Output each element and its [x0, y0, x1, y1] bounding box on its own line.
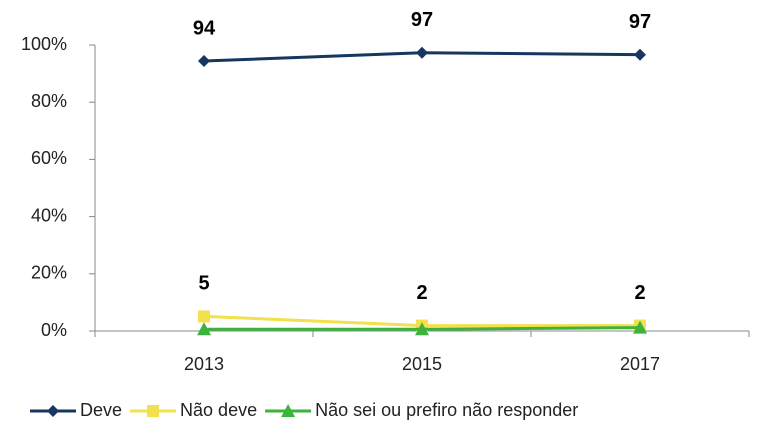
point — [634, 48, 646, 61]
value-label: 97 — [629, 11, 651, 33]
x-tick-label: 2013 — [184, 354, 224, 374]
value-label: 94 — [193, 17, 216, 39]
value-label: 5 — [198, 273, 209, 295]
x-tick-label: 2017 — [620, 354, 660, 374]
legend-label: Não sei ou prefiro não responder — [315, 400, 578, 420]
legend-marker — [281, 404, 296, 417]
legend-label: Não deve — [180, 400, 257, 420]
point — [198, 310, 210, 323]
x-tick-label: 2015 — [402, 354, 442, 374]
y-tick-label: 40% — [31, 205, 67, 225]
y-tick-label: 80% — [31, 91, 67, 111]
y-tick-label: 0% — [41, 320, 67, 340]
point — [415, 322, 429, 336]
y-tick-label: 100% — [21, 34, 67, 54]
y-tick-label: 20% — [31, 263, 67, 283]
point — [633, 320, 647, 334]
legend-marker — [147, 405, 160, 417]
point — [416, 46, 428, 59]
y-tick-label: 60% — [31, 148, 67, 168]
point — [198, 55, 210, 68]
value-label: 97 — [411, 9, 433, 31]
value-label: 2 — [634, 282, 645, 304]
legend-label: Deve — [80, 400, 122, 420]
value-label: 2 — [416, 282, 427, 304]
point — [197, 322, 211, 336]
legend-marker — [47, 405, 59, 417]
